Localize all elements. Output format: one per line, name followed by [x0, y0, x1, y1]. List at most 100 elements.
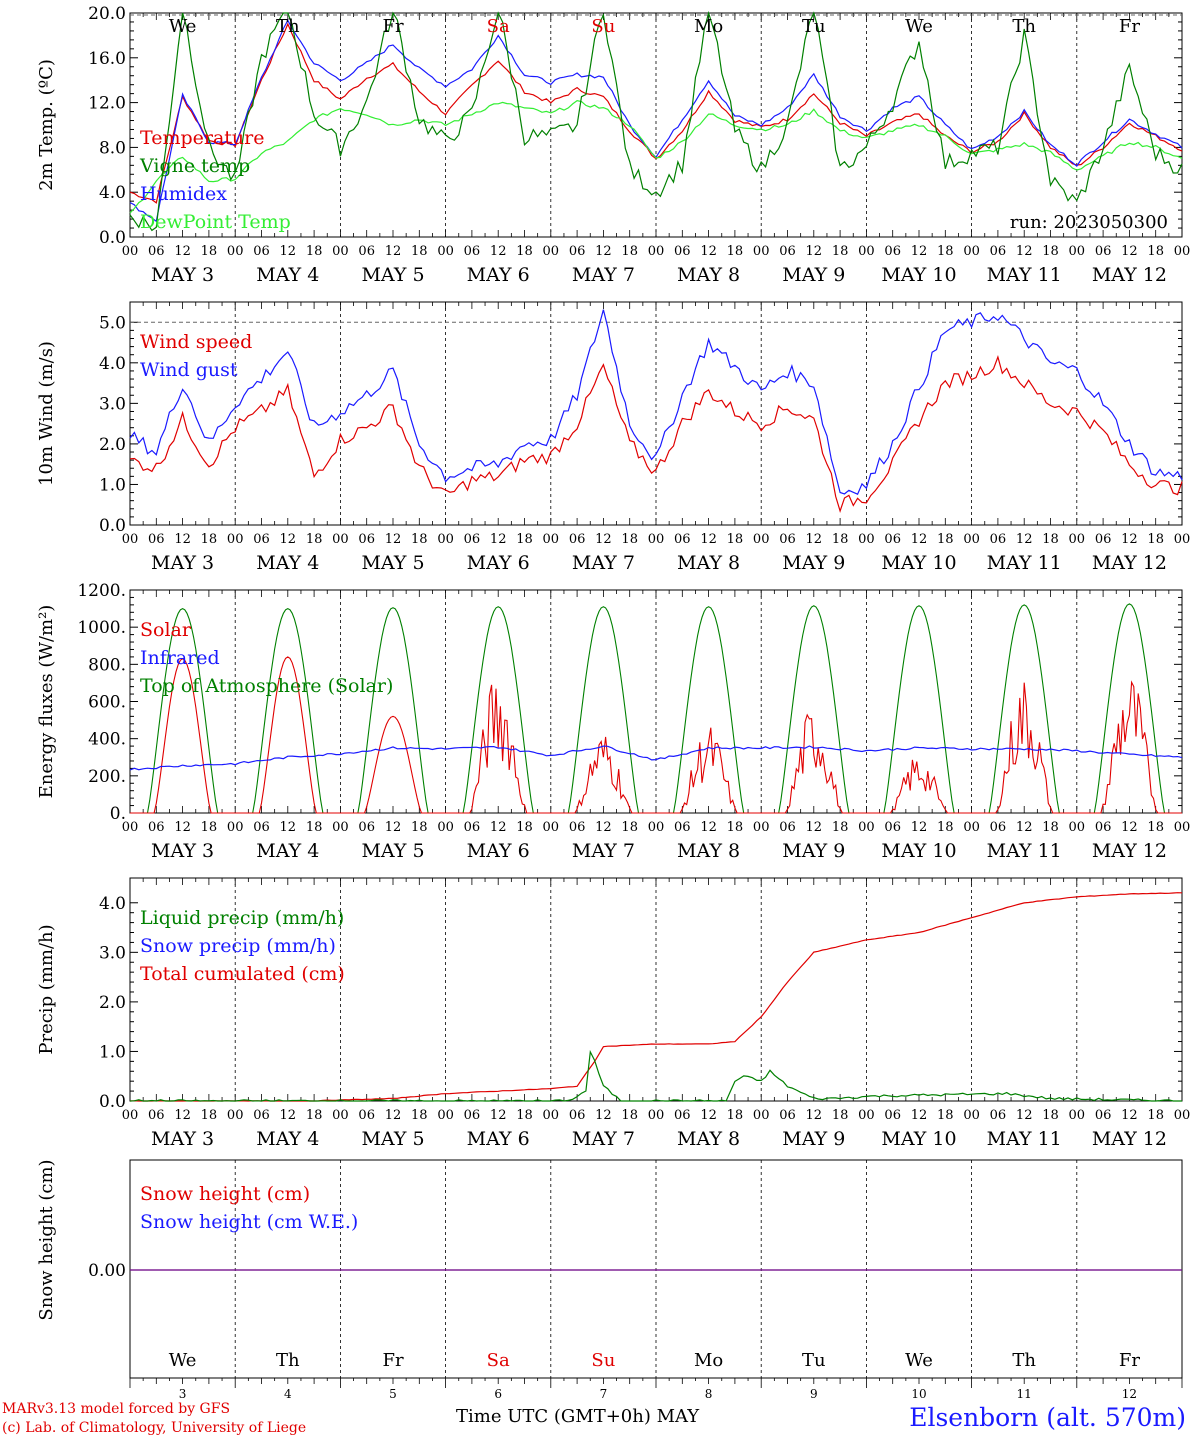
weekday-label: Sa [487, 16, 510, 37]
x-day-label: MAY 3 [151, 840, 214, 862]
panel-frame-3 [129, 589, 1183, 814]
x-hour-label: 06 [253, 532, 270, 547]
day-number-label: 9 [810, 1387, 818, 1401]
x-hour-label: 12 [1016, 1108, 1033, 1123]
x-hour-label: 00 [858, 1108, 875, 1123]
x-day-label: MAY 7 [572, 264, 635, 286]
x-hour-label: 18 [201, 820, 218, 835]
x-hour-label: 00 [963, 1108, 980, 1123]
x-hour-label: 00 [437, 532, 454, 547]
x-day-label: MAY 11 [987, 840, 1062, 862]
x-hour-label: 00 [437, 820, 454, 835]
weekday-label: Tu [802, 16, 826, 37]
x-hour-label: 06 [779, 244, 796, 259]
x-hour-label: 00 [1069, 1108, 1086, 1123]
x-day-label: MAY 9 [782, 1128, 845, 1150]
x-day-label: MAY 12 [1092, 264, 1167, 286]
x-hour-label: 12 [1016, 532, 1033, 547]
x-day-label: MAY 8 [677, 552, 740, 574]
x-hour-label: 06 [990, 820, 1007, 835]
x-day-label: MAY 4 [256, 264, 319, 286]
line-wind-speed [129, 355, 1183, 513]
x-day-label: MAY 12 [1092, 1128, 1167, 1150]
x-day-label: MAY 4 [256, 840, 319, 862]
legend-entry-1: DewPoint Temp [140, 211, 291, 233]
x-day-label: MAY 6 [467, 552, 530, 574]
x-hour-label: 12 [280, 244, 297, 259]
x-hour-label: 12 [595, 1108, 612, 1123]
y-tick-label: 3.0 [99, 394, 126, 414]
x-hour-label: 06 [884, 244, 901, 259]
x-hour-label: 12 [806, 532, 823, 547]
legend-entry-4: Snow precip (mm/h) [140, 935, 336, 957]
line-dewpoint-temp [129, 100, 1183, 214]
x-hour-label: 06 [464, 1108, 481, 1123]
x-hour-label: 00 [648, 1108, 665, 1123]
weekday-label: Mo [694, 1350, 723, 1371]
x-hour-label: 12 [490, 532, 507, 547]
x-day-label: MAY 5 [361, 552, 424, 574]
x-hour-label: 06 [148, 1108, 165, 1123]
x-day-label: MAY 10 [881, 840, 956, 862]
x-hour-label: 12 [1121, 532, 1138, 547]
x-hour-label: 00 [1069, 820, 1086, 835]
weekday-label: Fr [382, 1350, 403, 1371]
x-hour-label: 06 [358, 532, 375, 547]
y-axis-label-4: Precip (mm/h) [36, 924, 57, 1054]
model-credit: MARv3.13 model forced by GFS [2, 1401, 231, 1417]
weekday-label: Su [591, 16, 615, 37]
x-hour-label: 06 [569, 532, 586, 547]
y-tick-label: 4.0 [99, 354, 126, 374]
y-tick-label: 400. [88, 730, 126, 750]
y-axis-label-2: 10m Wind (m/s) [36, 341, 57, 486]
line-wind-gust [129, 309, 1183, 495]
weekday-label: Fr [1119, 16, 1140, 37]
legend-entry-5: Snow height (cm W.E.) [140, 1211, 358, 1233]
day-number-label: 4 [284, 1387, 292, 1401]
x-day-label: MAY 8 [677, 1128, 740, 1150]
weekday-label: Th [1012, 16, 1036, 37]
x-hour-label: 00 [543, 244, 560, 259]
x-hour-label: 06 [884, 532, 901, 547]
x-day-label: MAY 4 [256, 552, 319, 574]
x-hour-label: 12 [385, 820, 402, 835]
x-hour-label: 00 [227, 820, 244, 835]
x-day-label: MAY 10 [881, 552, 956, 574]
x-hour-label: 00 [858, 820, 875, 835]
x-hour-label: 18 [411, 244, 428, 259]
x-hour-label: 18 [832, 244, 849, 259]
x-hour-label: 00 [122, 244, 139, 259]
legend-entry-4: Total cumulated (cm) [140, 963, 345, 985]
y-tick-label: 600. [88, 693, 126, 713]
x-hour-label: 00 [437, 1108, 454, 1123]
day-number-label: 8 [705, 1387, 713, 1401]
x-hour-label: 18 [621, 532, 638, 547]
x-hour-label: 06 [358, 1108, 375, 1123]
x-hour-label: 00 [543, 1108, 560, 1123]
x-hour-label: 12 [806, 1108, 823, 1123]
x-hour-label: 18 [306, 532, 323, 547]
x-hour-label: 00 [332, 244, 349, 259]
day-number-label: 7 [600, 1387, 608, 1401]
x-hour-label: 12 [1121, 820, 1138, 835]
panel-frame-1 [129, 12, 1183, 238]
x-day-label: MAY 9 [782, 264, 845, 286]
x-hour-label: 00 [648, 820, 665, 835]
x-day-label: MAY 5 [361, 264, 424, 286]
legend-entry-4: Liquid precip (mm/h) [140, 907, 344, 929]
x-hour-label: 06 [990, 532, 1007, 547]
x-hour-label: 12 [385, 1108, 402, 1123]
x-hour-label: 12 [700, 820, 717, 835]
y-tick-label: 1000. [77, 618, 126, 638]
x-hour-label: 06 [148, 532, 165, 547]
x-hour-label: 06 [569, 244, 586, 259]
weekday-label: We [169, 1350, 197, 1371]
station-title: Elsenborn (alt. 570m) [909, 1403, 1186, 1432]
x-hour-label: 12 [280, 820, 297, 835]
y-tick-label: 3.0 [99, 943, 126, 963]
x-day-label: MAY 8 [677, 840, 740, 862]
x-hour-label: 18 [1042, 820, 1059, 835]
weekday-label: Sa [487, 1350, 510, 1371]
y-tick-label: 4.0 [99, 894, 126, 914]
y-axis-label-5: Snow height (cm) [36, 1159, 57, 1320]
